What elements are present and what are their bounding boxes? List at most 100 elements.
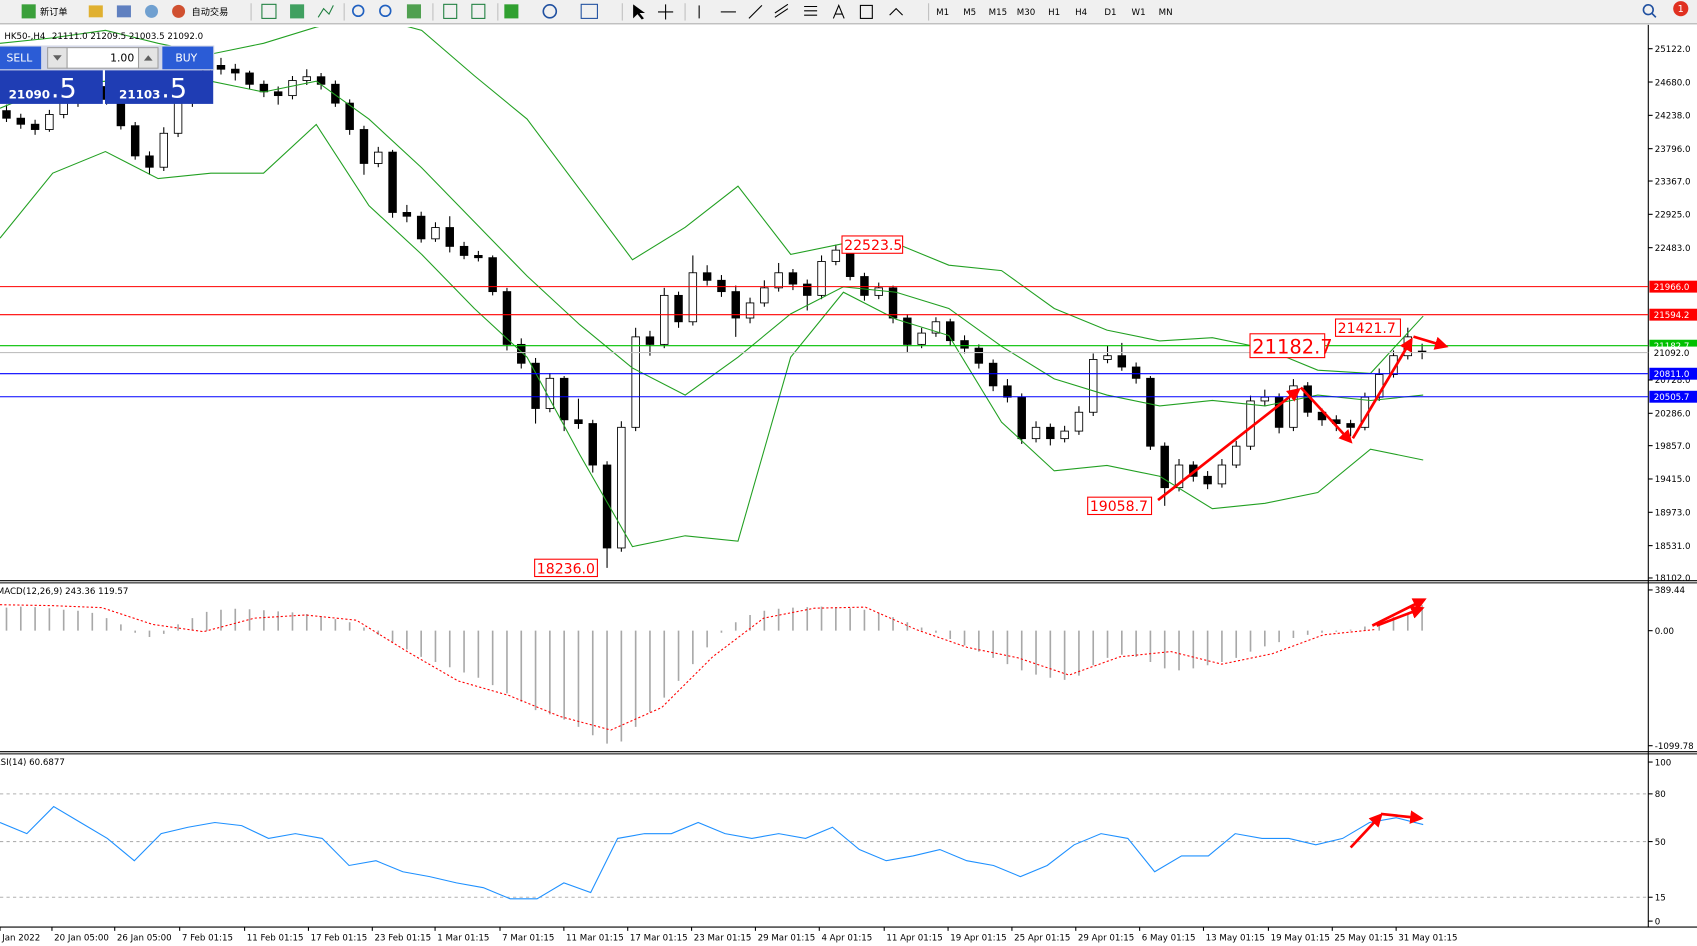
price-annotation-box [841,235,904,254]
tool-icon[interactable] [145,4,159,18]
bid-box[interactable] [0,70,103,104]
x-tick-label: 1 Mar 01:15 [437,934,489,944]
toolbar: 新订单 自动交易 M1 M5 M15 M30 H1 H4 D1 W1 MN [0,0,1697,25]
periods-icon[interactable] [542,4,558,19]
timeframe-button[interactable]: M15 [989,8,1007,18]
line-chart-icon[interactable] [317,5,334,18]
volume[interactable]: 1.00 [110,52,134,65]
notification-badge[interactable] [1673,1,1689,17]
candle-body [1231,445,1241,466]
timeframe-button[interactable]: H1 [1048,8,1060,18]
candle-body [1017,396,1026,440]
ask-pips[interactable]: .5 [161,73,187,104]
y-tick-label: 18973.0 [1655,509,1691,519]
zoom-out-icon[interactable] [379,4,392,18]
candle-body [731,291,740,319]
price-annotation: 21421.7 [1338,321,1396,337]
new-order[interactable]: 新订单 [40,6,68,18]
trendline-icon[interactable] [748,5,763,19]
auto-trading-icon[interactable] [172,4,186,18]
toolbar-bg [0,0,1697,24]
candle-body [774,272,783,289]
timeframe-button[interactable]: D1 [1104,8,1116,18]
price-annotation: 18236.0 [537,561,595,577]
x-tick-label: 20 Jan 05:00 [54,934,109,944]
buy-label[interactable]: BUY [175,52,197,65]
tool-icon[interactable] [116,5,131,18]
price-annotation-box [1334,318,1401,337]
indicator-title: MACD(12,26,9) 243.36 119.57 [0,587,128,597]
x-tick-label: 17 Mar 01:15 [630,934,688,944]
timeframes: M1 M5 M15 M30 H1 H4 D1 W1 MN [936,8,1172,18]
y-tick-label: 20286.0 [1655,410,1691,420]
candle-body [173,102,183,134]
y-tick-label: 18102.0 [1655,574,1691,584]
candle-body [1089,359,1098,413]
ask-price[interactable]: 21103 [119,87,160,101]
candle-body [931,321,941,334]
y-tick-label: 24680.0 [1655,78,1691,88]
candle-body [145,155,154,168]
candle-body [860,276,869,296]
zoom-in-icon[interactable] [352,4,365,18]
channel-icon[interactable] [774,3,789,18]
templates-icon[interactable] [580,3,598,19]
candle-body [388,151,397,213]
text-icon[interactable] [832,4,845,19]
candle-body [660,294,669,345]
fibo-icon[interactable] [804,5,818,16]
timeframe-button[interactable]: W1 [1132,8,1146,18]
candle-chart-icon[interactable] [290,4,305,19]
candle-body [488,257,497,293]
auto-trading[interactable]: 自动交易 [192,6,229,18]
tool-icon[interactable] [88,5,103,18]
arrows-icon[interactable] [889,7,903,16]
shift-icon[interactable] [471,3,486,19]
label-icon[interactable] [859,4,873,19]
price-annotation: 21182.7 [1252,335,1333,358]
x-tick-label: 11 Mar 01:15 [566,934,624,944]
timeframe-button[interactable]: MN [1159,8,1173,18]
bid-pips[interactable]: .5 [51,73,77,104]
crosshair-icon[interactable] [658,4,674,20]
candle-body [1131,366,1141,379]
candle-body [331,83,340,104]
candle-body [2,110,11,119]
volume-up-arrow [143,55,153,61]
buy-button[interactable] [162,46,214,70]
sell-button[interactable] [0,46,42,70]
y-tick-label: 22483.0 [1655,244,1691,254]
new-order-icon[interactable] [21,4,36,19]
bollinger-band [0,123,1424,548]
tile-icon[interactable] [406,4,422,19]
candle-body [1117,355,1127,368]
candle-body [645,336,655,345]
timeframe-button[interactable]: M1 [936,8,949,18]
chart-ohlc: 21111.0 21209.5 21003.5 21092.0 [52,32,203,42]
timeframe-button[interactable]: M5 [963,8,976,18]
arrow [1299,386,1353,444]
candle-body [1074,411,1084,432]
search-icon[interactable] [1642,4,1654,16]
x-tick-label: 23 Mar 01:15 [694,934,752,944]
timeframe-button[interactable]: M30 [1017,8,1035,18]
scroll-icon[interactable] [443,3,458,19]
sell-label[interactable]: SELL [6,52,32,65]
bid-price[interactable]: 21090 [9,87,50,101]
cursor-icon[interactable] [633,4,646,20]
ask-box[interactable] [104,70,214,104]
candle-body [674,294,683,323]
x-tick-label: 7 Feb 01:15 [182,934,233,944]
x-tick-label: 26 Jan 05:00 [117,934,172,944]
candle-body [845,249,855,277]
timeframe-button[interactable]: H4 [1075,8,1087,18]
bar-chart-icon[interactable] [261,3,277,19]
candle-body [602,464,612,549]
candle-body [431,227,440,240]
candle-body [917,332,926,345]
candle-body [631,336,640,428]
annotation-arrows [1157,335,1449,849]
x-tick-label: 29 Mar 01:15 [758,934,816,944]
indicators-icon[interactable] [504,4,519,19]
